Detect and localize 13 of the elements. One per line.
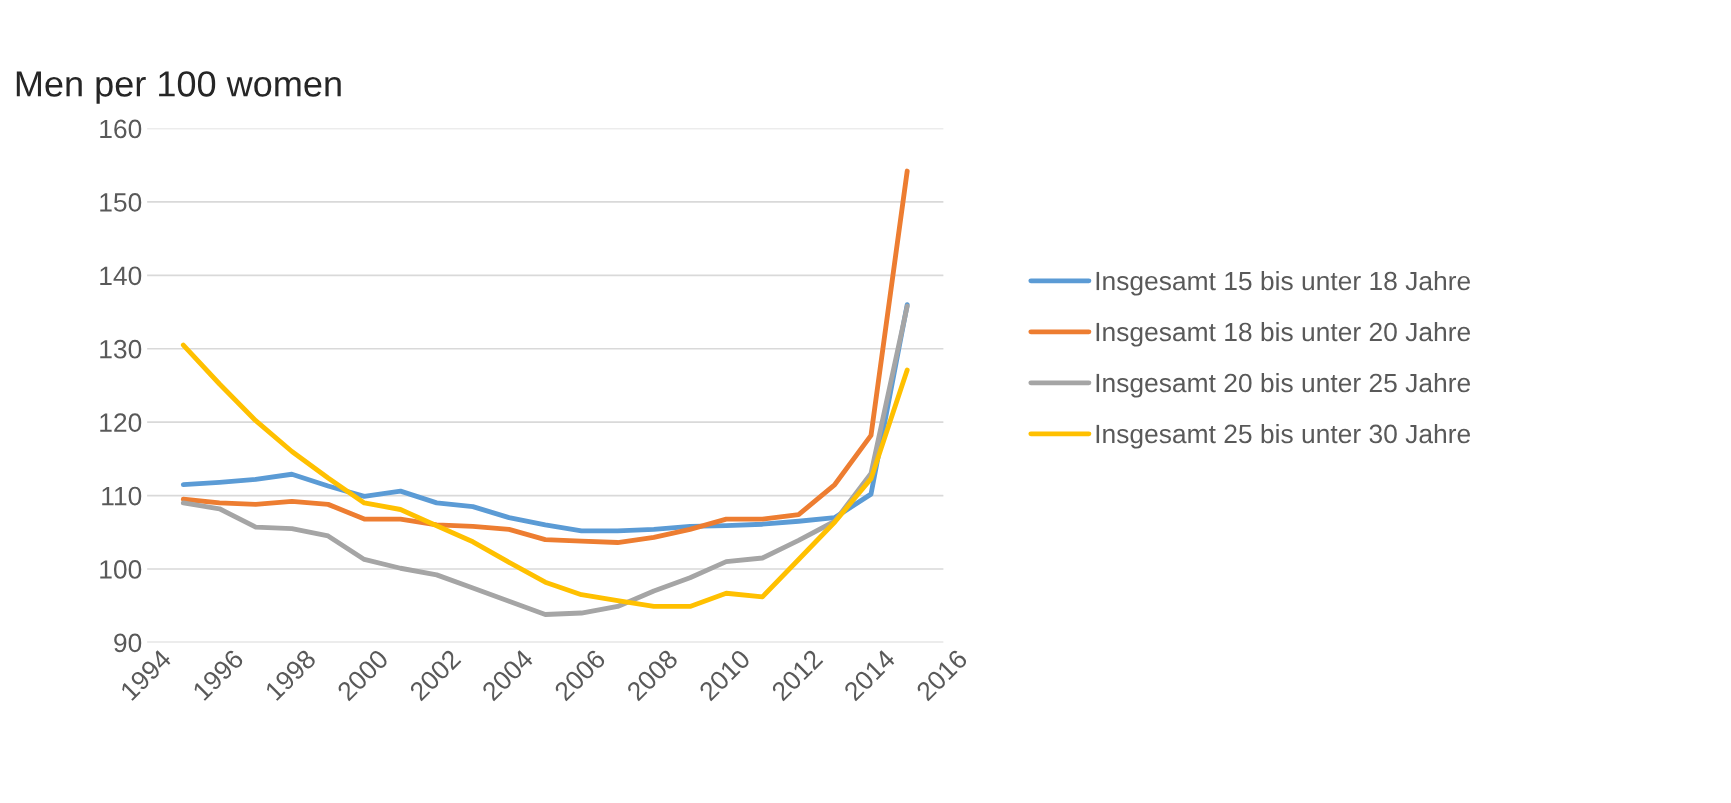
y-tick-label: 120 <box>100 413 142 432</box>
y-tick-label: 100 <box>100 560 142 579</box>
legend-label: Insgesamt 20 bis unter 25 Jahre <box>1096 372 1470 398</box>
legend-label: Insgesamt 15 bis unter 18 Jahre <box>1096 270 1470 296</box>
legend-label: Insgesamt 18 bis unter 20 Jahre <box>1096 321 1470 347</box>
chart-title: Men per 100 women <box>16 71 341 104</box>
y-tick-label: 140 <box>100 266 142 286</box>
line-series <box>180 168 910 545</box>
y-tick-label: 110 <box>102 486 142 506</box>
legend-label: Insgesamt 25 bis unter 30 Jahre <box>1096 423 1470 449</box>
y-tick-label: 160 <box>100 119 142 139</box>
y-tick-label: 130 <box>100 339 142 359</box>
y-tick-label: 150 <box>100 193 142 212</box>
